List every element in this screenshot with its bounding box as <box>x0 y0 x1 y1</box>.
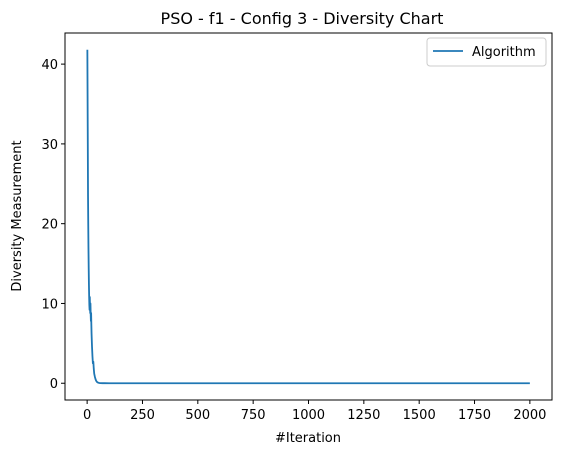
plot-area <box>65 33 552 400</box>
x-tick-label: 0 <box>83 408 91 423</box>
x-tick-label: 750 <box>241 408 266 423</box>
y-axis-label: Diversity Measurement <box>10 140 25 291</box>
series-layer <box>86 49 530 385</box>
x-tick-label: 1500 <box>403 408 436 423</box>
x-axis-label: #Iteration <box>275 431 341 446</box>
y-tick-label: 10 <box>41 297 58 312</box>
series-line-0 <box>86 49 530 385</box>
legend-box <box>426 37 547 67</box>
y-tick-label: 0 <box>50 377 58 392</box>
x-axis-ticks: 0 250 500 750 1000 1250 1500 1750 2000 <box>83 400 546 423</box>
plot-frame <box>64 32 553 401</box>
y-tick-label: 20 <box>41 218 58 233</box>
x-tick-label: 500 <box>185 408 210 423</box>
x-tick-label: 1750 <box>458 408 491 423</box>
x-tick-label: 1250 <box>347 408 380 423</box>
legend: Algorithm <box>426 37 547 67</box>
y-tick-label: 30 <box>41 138 58 153</box>
x-tick-label: 1000 <box>292 408 325 423</box>
legend-label-algorithm: Algorithm <box>472 45 536 60</box>
x-tick-label: 250 <box>130 408 155 423</box>
y-tick-label: 40 <box>41 58 58 73</box>
y-axis-ticks: 0 10 20 30 40 <box>41 58 65 392</box>
chart-title: PSO - f1 - Config 3 - Diversity Chart <box>161 9 444 28</box>
x-tick-label: 2000 <box>513 408 546 423</box>
